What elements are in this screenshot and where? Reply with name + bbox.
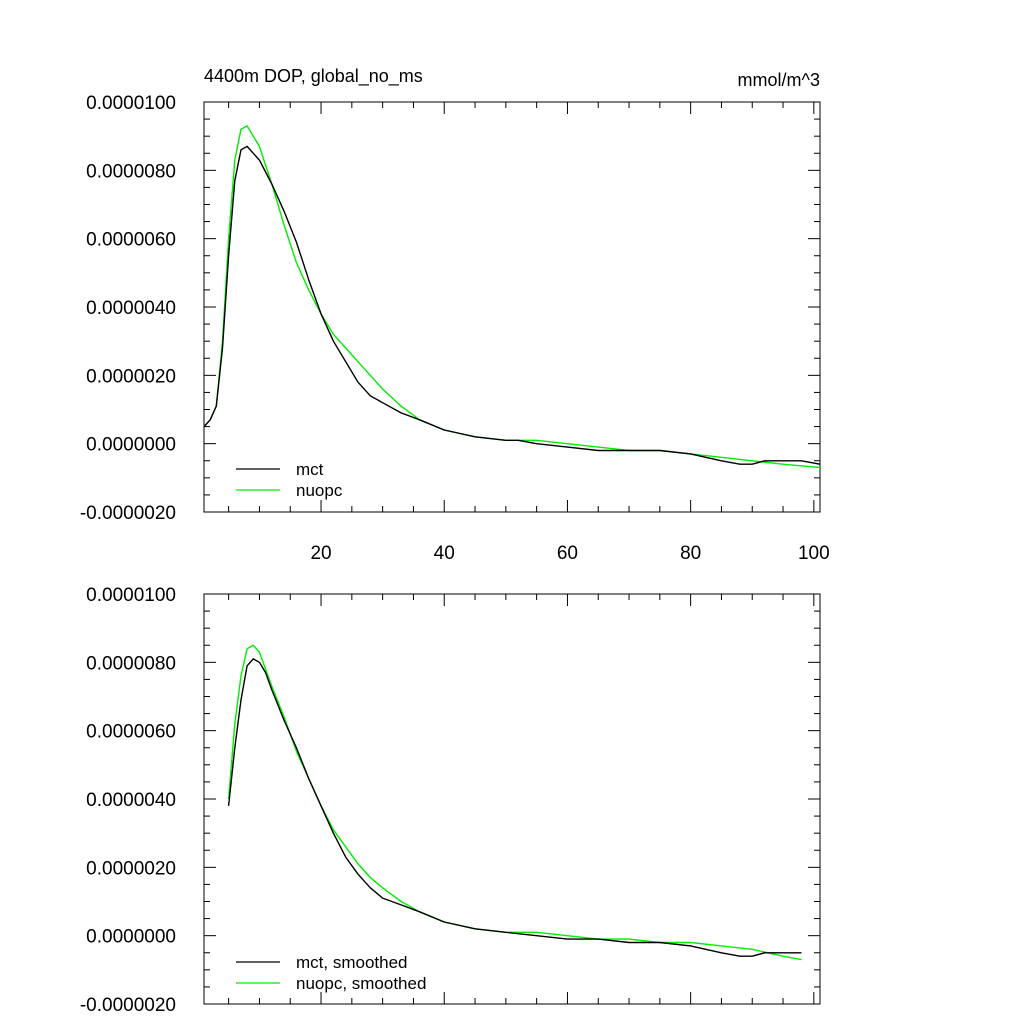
y-tick-label: 0.0000100 xyxy=(86,585,176,606)
y-tick-label: -0.0000020 xyxy=(80,503,176,524)
series-lines xyxy=(227,644,802,961)
y-tick-label: 0.0000080 xyxy=(86,653,176,674)
y-tick-label: 0.0000040 xyxy=(86,790,176,811)
y-tick-label: 0.0000060 xyxy=(86,230,176,251)
y-tick-label: 0.0000100 xyxy=(86,93,176,114)
tick-group xyxy=(204,101,820,513)
series-line-nuopc xyxy=(203,125,821,469)
y-tick-label: 0.0000060 xyxy=(86,722,176,743)
y-tick-labels: -0.0000020 0.0000000 0.0000020 0.0000040 0.0… xyxy=(80,585,176,1016)
legend-label-mct-smoothed: mct, smoothed xyxy=(296,953,408,972)
y-tick-labels: -0.0000020 0.0000000 0.0000020 0.0000040 0.0… xyxy=(80,93,176,524)
y-tick-label: 0.0000000 xyxy=(86,927,176,948)
chart-title: 4400m DOP, global_no_ms xyxy=(204,66,423,87)
units-label: mmol/m^3 xyxy=(738,70,820,90)
legend-label-nuopc: nuopc xyxy=(296,481,343,500)
legend: mct nuopc xyxy=(236,460,343,500)
y-tick-label: 0.0000080 xyxy=(86,161,176,182)
y-tick-label: 0.0000020 xyxy=(86,858,176,879)
x-tick-label: 80 xyxy=(680,543,701,564)
series-line-mct-smoothed xyxy=(227,658,802,957)
x-tick-label: 40 xyxy=(434,543,455,564)
legend-label-nuopc-smoothed: nuopc, smoothed xyxy=(296,974,426,993)
legend: mct, smoothed nuopc, smoothed xyxy=(236,953,426,993)
legend-label-mct: mct xyxy=(296,460,324,479)
x-tick-label: 60 xyxy=(557,543,578,564)
series-lines xyxy=(203,125,821,469)
plot-frame xyxy=(203,593,821,1005)
series-line-mct xyxy=(203,145,821,465)
plot-frame xyxy=(203,101,821,513)
x-tick-label: 100 xyxy=(798,543,830,564)
x-tick-label: 20 xyxy=(310,543,331,564)
y-tick-label: -0.0000020 xyxy=(80,995,176,1016)
tick-group xyxy=(204,593,820,1005)
y-tick-label: 0.0000020 xyxy=(86,366,176,387)
series-line-nuopc-smoothed xyxy=(227,644,802,961)
y-tick-label: 0.0000040 xyxy=(86,298,176,319)
bottom-panel: -0.0000020 0.0000000 0.0000020 0.0000040 0.0… xyxy=(80,585,821,1016)
y-tick-label: 0.0000000 xyxy=(86,435,176,456)
x-tick-labels: 20 40 60 80 100 xyxy=(310,543,829,564)
top-panel: 4400m DOP, global_no_ms mmol/m^3 -0.0000… xyxy=(80,66,830,564)
